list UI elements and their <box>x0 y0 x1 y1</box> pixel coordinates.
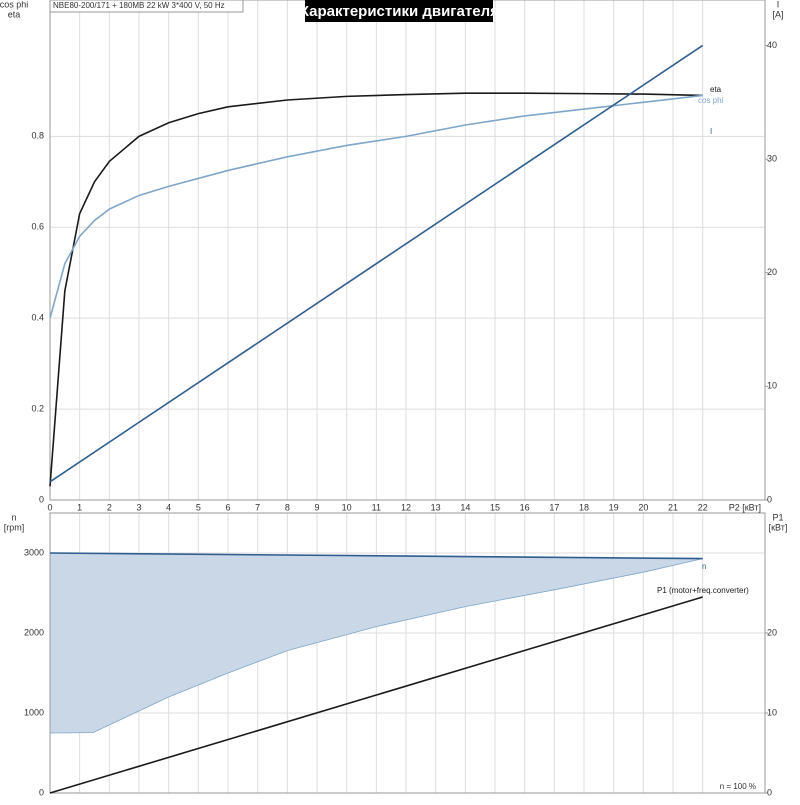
info-text: NBE80-200/171 + 180MB 22 kW 3*400 V, 50 … <box>53 1 225 10</box>
series-label: n <box>702 562 706 571</box>
x-tick-label: 19 <box>609 502 619 512</box>
annotation: n = 100 % <box>720 782 756 791</box>
y-tick-label: 3000 <box>24 547 44 557</box>
series-line <box>49 596 703 794</box>
x-tick-label: 6 <box>226 502 231 512</box>
y-tick-label: 0 <box>39 494 44 504</box>
y2-tick-label: 20 <box>767 627 777 637</box>
x-tick-label: 22 <box>698 502 708 512</box>
y-tick-label: 2000 <box>24 627 44 637</box>
y-tick-label: 0.2 <box>31 403 44 413</box>
y2-tick-label: 0 <box>767 787 772 797</box>
x-tick-label: 5 <box>196 502 201 512</box>
x-tick-label: 18 <box>579 502 589 512</box>
x-tick-label: 4 <box>166 502 171 512</box>
x-axis-label: P2 [кВт] <box>729 502 761 512</box>
x-tick-label: 14 <box>460 502 470 512</box>
x-tick-label: 20 <box>638 502 648 512</box>
y-axis-label: [rpm] <box>4 522 25 532</box>
y2-axis-label: I <box>777 0 780 9</box>
x-tick-label: 9 <box>315 502 320 512</box>
y-tick-label: 0.8 <box>31 131 44 141</box>
series-line <box>49 552 703 560</box>
y2-tick-label: 30 <box>767 153 777 163</box>
x-tick-label: 1 <box>77 502 82 512</box>
bottom-frame <box>49 512 766 794</box>
series-label: cos phi <box>698 96 724 105</box>
series-line <box>49 94 703 319</box>
y2-axis-label: P1 <box>772 512 783 522</box>
y-axis-label: cos phi <box>0 0 28 9</box>
x-tick-label: 7 <box>255 502 260 512</box>
y-axis-label: eta <box>8 9 21 19</box>
y2-axis-label: [A] <box>772 9 783 19</box>
series-label: P1 (motor+freq.converter) <box>657 586 749 595</box>
x-tick-label: 16 <box>520 502 530 512</box>
y2-tick-label: 10 <box>767 381 777 391</box>
x-tick-label: 2 <box>107 502 112 512</box>
y2-tick-label: 10 <box>767 707 777 717</box>
x-tick-label: 0 <box>47 502 52 512</box>
info-box <box>49 0 244 13</box>
series-line <box>49 92 703 487</box>
x-tick-label: 17 <box>549 502 559 512</box>
plot-layer <box>49 0 765 794</box>
x-tick-label: 10 <box>342 502 352 512</box>
x-tick-label: 21 <box>668 502 678 512</box>
y2-axis-label: [кВт] <box>769 522 788 532</box>
title-box <box>305 0 493 22</box>
top-frame <box>49 0 766 501</box>
x-tick-label: 8 <box>285 502 290 512</box>
y2-tick-label: 20 <box>767 267 777 277</box>
series-label: I <box>710 127 712 136</box>
x-tick-label: 13 <box>431 502 441 512</box>
series-label: eta <box>710 85 722 94</box>
x-tick-label: 3 <box>136 502 141 512</box>
x-tick-label: 15 <box>490 502 500 512</box>
y-tick-label: 1000 <box>24 707 44 717</box>
y-tick-label: 0 <box>39 787 44 797</box>
series-line <box>49 44 704 483</box>
x-tick-label: 11 <box>372 502 381 512</box>
y-tick-label: 0.6 <box>31 222 44 232</box>
y2-tick-label: 40 <box>767 40 777 50</box>
y-axis-label: n <box>11 512 16 522</box>
chart-title: Характеристики двигателя <box>299 3 499 20</box>
x-tick-label: 12 <box>401 502 411 512</box>
y-tick-label: 0.4 <box>31 313 44 323</box>
y2-tick-label: 0 <box>767 494 772 504</box>
